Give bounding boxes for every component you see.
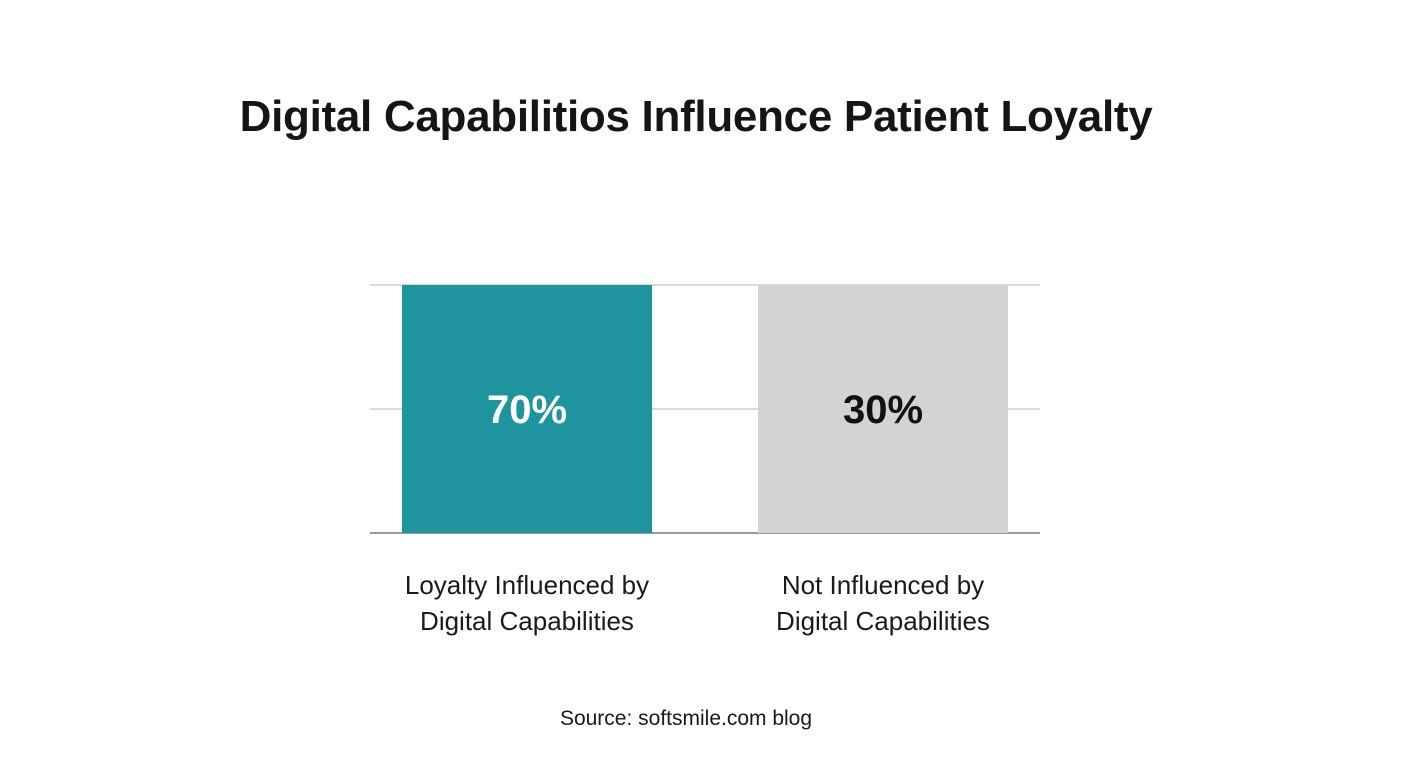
bars: 70% 30% xyxy=(402,285,1008,533)
category-labels: Loyalty Influenced by Digital Capabilitie… xyxy=(405,570,990,636)
bar-value-label: 30% xyxy=(843,388,923,432)
category-tick-label: Digital Capabilities xyxy=(776,606,990,636)
category-tick-label: Loyalty Influenced by xyxy=(405,570,649,600)
bar xyxy=(402,285,652,533)
category-tick-label: Not Influenced by xyxy=(782,570,984,600)
bar xyxy=(758,285,1008,533)
bar-value-label: 70% xyxy=(487,388,567,432)
source-note: Source: softsmile.com blog xyxy=(559,707,813,730)
chart-title: Digital Capabilitios Influence Patient L… xyxy=(239,92,1153,141)
category-tick-label: Digital Capabilities xyxy=(420,606,634,636)
